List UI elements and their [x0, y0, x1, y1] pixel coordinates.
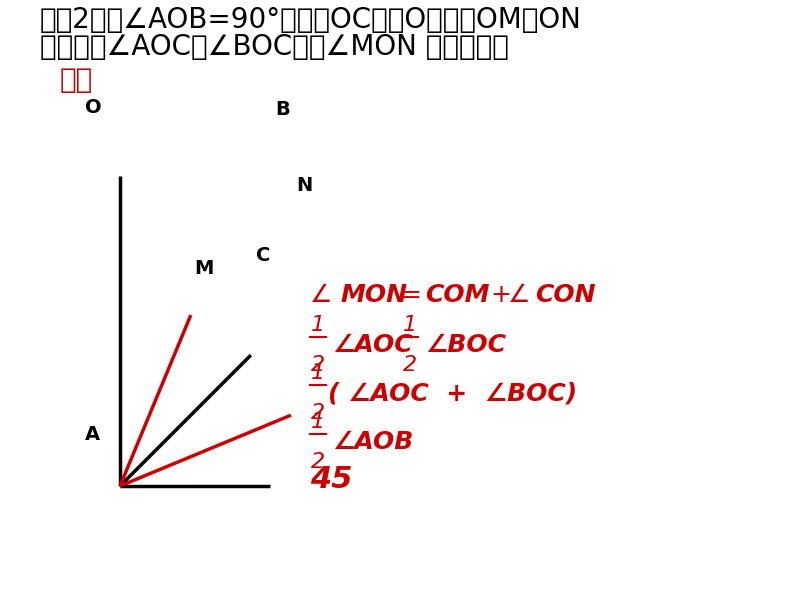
Text: ∠BOC: ∠BOC	[425, 333, 506, 357]
Text: 1: 1	[311, 412, 325, 432]
Text: ∠AOC: ∠AOC	[332, 333, 413, 357]
Text: ( ∠AOC  +  ∠BOC): ( ∠AOC + ∠BOC)	[328, 381, 577, 405]
Text: 分别平分∠AOC、∠BOC，则∠MON 又如何呢？: 分别平分∠AOC、∠BOC，则∠MON 又如何呢？	[40, 33, 509, 61]
Text: 2: 2	[311, 355, 325, 375]
Text: 45: 45	[310, 465, 353, 495]
Text: MON: MON	[340, 283, 407, 307]
Text: A: A	[85, 425, 100, 444]
Text: 变式2：若∠AOB=90°，射线OC绕点O旋转，OM、ON: 变式2：若∠AOB=90°，射线OC绕点O旋转，OM、ON	[40, 6, 582, 34]
Text: =: =	[400, 283, 421, 307]
Text: 2: 2	[403, 355, 417, 375]
Text: B: B	[275, 100, 290, 119]
Text: 1: 1	[403, 315, 417, 335]
Text: C: C	[256, 246, 270, 265]
Text: 1: 1	[311, 363, 325, 383]
Text: COM: COM	[425, 283, 489, 307]
Text: CON: CON	[535, 283, 596, 307]
Text: 2: 2	[311, 403, 325, 423]
Text: +: +	[490, 283, 511, 307]
Text: 解：: 解：	[60, 66, 93, 94]
Text: M: M	[194, 259, 213, 278]
Text: 1: 1	[311, 315, 325, 335]
Text: O: O	[86, 98, 102, 117]
Text: ∠: ∠	[310, 283, 333, 307]
Text: ∠AOB: ∠AOB	[332, 430, 413, 454]
Text: 2: 2	[311, 452, 325, 472]
Text: N: N	[296, 176, 312, 195]
Text: ∠: ∠	[508, 283, 530, 307]
